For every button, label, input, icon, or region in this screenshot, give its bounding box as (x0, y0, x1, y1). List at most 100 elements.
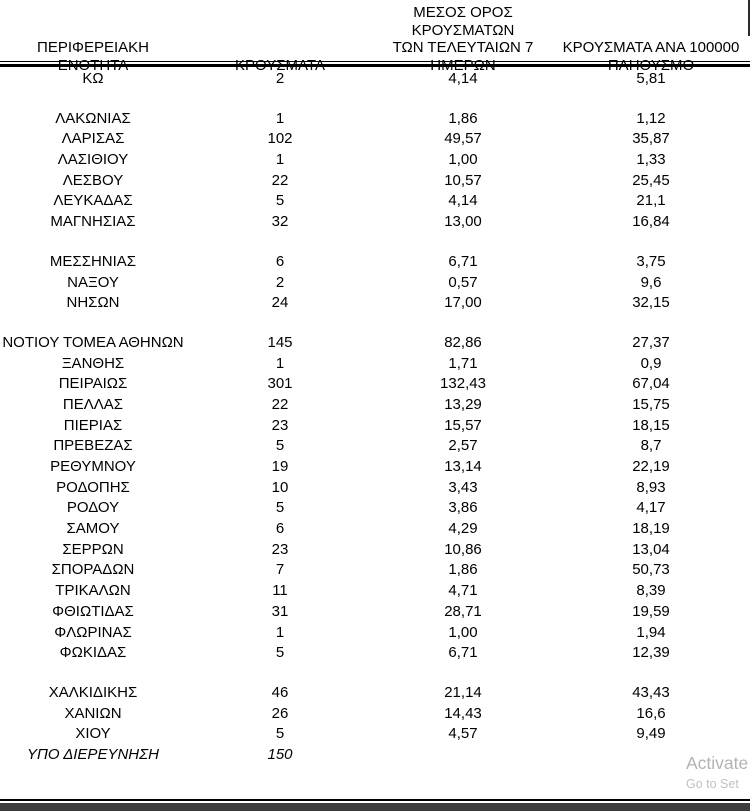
cell-per100k: 13,04 (632, 540, 670, 558)
table-row: ΦΩΚΙΔΑΣ 5 6,71 12,39 (0, 643, 750, 664)
cell-avg7: 6,71 (448, 644, 478, 662)
cell-region: ΥΠΟ ΔΙΕΡΕΥΝΗΣΗ (27, 745, 159, 763)
table-row: ΤΡΙΚΑΛΩΝ 11 4,71 8,39 (0, 581, 750, 602)
cell-per100k: 4,17 (636, 499, 666, 517)
cell-region: ΦΘΙΩΤΙΔΑΣ (52, 602, 134, 620)
cell-avg7: 10,86 (444, 540, 482, 558)
table-row: ΦΛΩΡΙΝΑΣ 1 1,00 1,94 (0, 623, 750, 644)
header-cell-cases: ΚΡΟΥΣΜΑΤΑ (235, 56, 325, 74)
watermark-settings-text: Go to Set (686, 777, 739, 791)
table-row: ΛΑΡΙΣΑΣ 102 49,57 35,87 (0, 129, 750, 150)
cell-avg7: 2,57 (448, 437, 478, 455)
cell-avg7: 10,57 (444, 171, 482, 189)
table-row: ΡΕΘΥΜΝΟΥ 19 13,14 22,19 (0, 457, 750, 478)
cell-per100k: 50,73 (632, 561, 670, 579)
cell-cases: 5 (275, 644, 285, 662)
cell-per100k: 16,84 (632, 213, 670, 231)
cell-avg7: 13,29 (444, 395, 482, 413)
cell-avg7: 4,29 (448, 520, 478, 538)
cell-avg7: 4,57 (448, 725, 478, 743)
cell-cases: 145 (267, 333, 293, 351)
table-row: ΚΩ 2 4,14 5,81 (0, 69, 750, 90)
cell-per100k: 15,75 (632, 395, 670, 413)
cell-per100k: 5,81 (636, 70, 666, 87)
table-row: ΛΑΣΙΘΙΟΥ 1 1,00 1,33 (0, 150, 750, 171)
table-row: ΡΟΔΟΠΗΣ 10 3,43 8,93 (0, 478, 750, 499)
table-row: ΝΟΤΙΟΥ ΤΟΜΕΑ ΑΘΗΝΩΝ 145 82,86 27,37 (0, 333, 750, 354)
cell-avg7: 49,57 (444, 130, 482, 148)
cell-per100k: 19,59 (632, 602, 670, 620)
cell-avg7: 15,57 (444, 416, 482, 434)
cell-region: ΧΑΝΙΩΝ (64, 704, 122, 722)
cell-region: ΜΑΓΝΗΣΙΑΣ (50, 213, 136, 231)
cell-avg7: 4,14 (448, 70, 478, 87)
cell-per100k (552, 745, 750, 766)
cell-region: ΦΛΩΡΙΝΑΣ (54, 623, 132, 641)
cell-region: ΧΑΛΚΙΔΙΚΗΣ (48, 683, 138, 701)
cell-region: ΛΑΣΙΘΙΟΥ (57, 151, 129, 169)
table-row: ΠΡΕΒΕΖΑΣ 5 2,57 8,7 (0, 436, 750, 457)
cell-per100k: 67,04 (632, 375, 670, 393)
cell-per100k: 18,15 (632, 416, 670, 434)
table-row: ΛΑΚΩΝΙΑΣ 1 1,86 1,12 (0, 109, 750, 130)
cell-cases: 10 (271, 478, 289, 496)
cell-per100k: 22,19 (632, 458, 670, 475)
cell-cases: 5 (275, 437, 285, 455)
header-cell-region: ΠΕΡΙΦΕΡΕΙΑΚΗ ΕΝΟΤΗΤΑ (36, 39, 149, 74)
cell-avg7: 17,00 (444, 294, 482, 312)
table-row: ΛΕΥΚΑΔΑΣ 5 4,14 21,1 (0, 191, 750, 212)
cell-per100k: 16,6 (636, 704, 666, 722)
table-row: ΧΑΛΚΙΔΙΚΗΣ 46 21,14 43,43 (0, 683, 750, 704)
cell-cases: 102 (267, 130, 293, 148)
row-group: ΜΕΣΣΗΝΙΑΣ 6 6,71 3,75 ΝΑΞΟΥ 2 0,57 9,6 ΝΗΣΩΝ 24 17… (0, 252, 750, 314)
cell-avg7: 3,86 (448, 499, 478, 517)
cell-cases: 23 (271, 540, 289, 558)
cell-region: ΚΩ (82, 70, 104, 87)
cell-avg7: 14,43 (444, 704, 482, 722)
table-row: ΣΕΡΡΩΝ 23 10,86 13,04 (0, 540, 750, 561)
cell-region: ΠΙΕΡΙΑΣ (63, 416, 123, 434)
cell-per100k: 27,37 (632, 333, 670, 351)
header-rule-thin (0, 61, 750, 62)
table-row: ΝΑΞΟΥ 2 0,57 9,6 (0, 273, 750, 294)
cell-cases: 301 (267, 375, 293, 393)
table-bottom-rule (0, 799, 750, 801)
cell-cases: 22 (271, 171, 289, 189)
cell-per100k: 9,49 (636, 725, 666, 743)
cell-cases: 150 (267, 745, 293, 763)
row-group: ΧΑΛΚΙΔΙΚΗΣ 46 21,14 43,43 ΧΑΝΙΩΝ 26 14,43 16,6 Χ… (0, 683, 750, 766)
cell-per100k: 8,39 (636, 582, 666, 600)
cell-region: ΤΡΙΚΑΛΩΝ (55, 582, 131, 600)
cell-per100k: 43,43 (632, 683, 670, 701)
cell-cases: 1 (275, 354, 285, 372)
cell-avg7: 1,71 (448, 354, 478, 372)
cell-region: ΛΕΣΒΟΥ (62, 171, 124, 189)
taskbar-edge-bar (0, 803, 750, 811)
cell-region: ΝΟΤΙΟΥ ΤΟΜΕΑ ΑΘΗΝΩΝ (2, 333, 184, 351)
table-row: ΠΕΙΡΑΙΩΣ 301 132,43 67,04 (0, 374, 750, 395)
cell-per100k: 3,75 (636, 252, 666, 270)
cell-avg7: 1,00 (448, 151, 478, 169)
cell-per100k: 1,33 (636, 151, 666, 169)
table-row: ΜΑΓΝΗΣΙΑΣ 32 13,00 16,84 (0, 212, 750, 233)
cell-per100k: 18,19 (632, 520, 670, 538)
header-rule-gap (0, 62, 750, 64)
table-row: ΣΑΜΟΥ 6 4,29 18,19 (0, 519, 750, 540)
cell-per100k: 0,9 (640, 354, 662, 372)
cell-cases: 1 (275, 109, 285, 127)
cell-per100k: 8,7 (640, 437, 662, 455)
cell-cases: 19 (271, 458, 289, 475)
cell-cases: 2 (275, 273, 285, 291)
window-edge-line (748, 0, 750, 36)
cell-per100k: 9,6 (640, 273, 662, 291)
table-row: ΞΑΝΘΗΣ 1 1,71 0,9 (0, 354, 750, 375)
table-row: ΠΙΕΡΙΑΣ 23 15,57 18,15 (0, 416, 750, 437)
cell-region: ΜΕΣΣΗΝΙΑΣ (49, 252, 137, 270)
cell-avg7: 3,43 (448, 478, 478, 496)
cell-cases: 26 (271, 704, 289, 722)
table-row: ΥΠΟ ΔΙΕΡΕΥΝΗΣΗ 150 (0, 745, 750, 766)
cell-cases: 5 (275, 499, 285, 517)
cell-avg7: 1,00 (448, 623, 478, 641)
cell-region: ΝΑΞΟΥ (67, 273, 119, 291)
cell-region: ΠΕΙΡΑΙΩΣ (58, 375, 128, 393)
